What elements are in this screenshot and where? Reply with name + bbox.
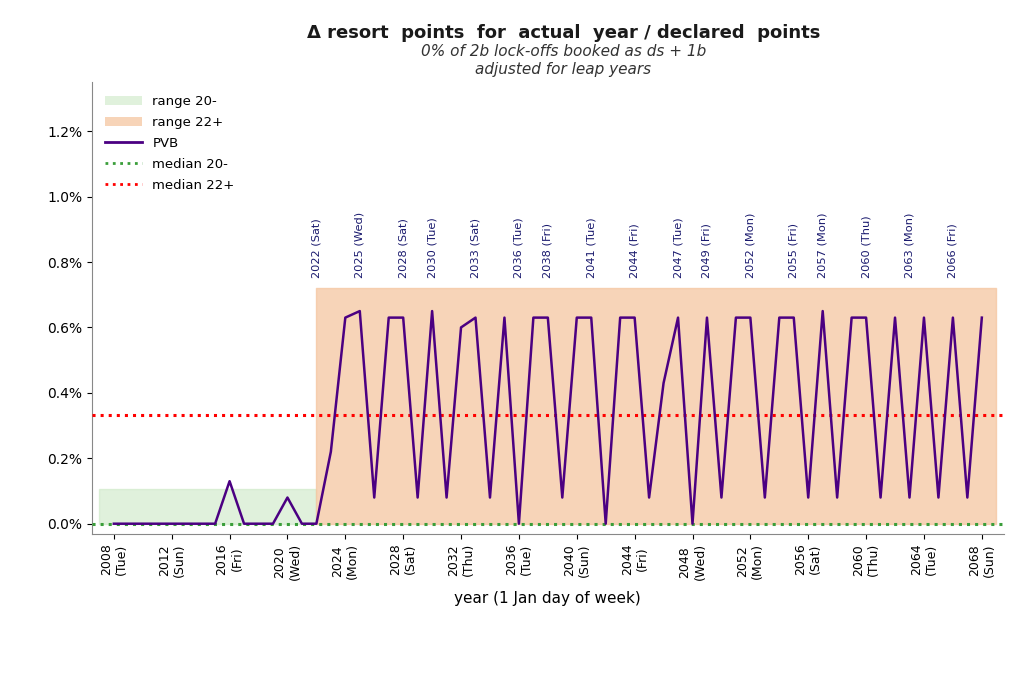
Text: adjusted for leap years: adjusted for leap years bbox=[475, 62, 651, 77]
Text: Δ resort  points  for  actual  year / declared  points: Δ resort points for actual year / declar… bbox=[306, 24, 820, 42]
Text: 2060 (Thu): 2060 (Thu) bbox=[861, 215, 871, 278]
Text: 0% of 2b lock-offs booked as ds + 1b: 0% of 2b lock-offs booked as ds + 1b bbox=[421, 44, 706, 60]
Text: 2055 (Fri): 2055 (Fri) bbox=[788, 224, 799, 278]
Legend: range 20-, range 22+, PVB, median 20-, median 22+: range 20-, range 22+, PVB, median 20-, m… bbox=[99, 90, 240, 197]
Text: 2025 (Wed): 2025 (Wed) bbox=[354, 212, 365, 278]
Text: 2044 (Fri): 2044 (Fri) bbox=[630, 224, 640, 278]
Text: 2047 (Tue): 2047 (Tue) bbox=[673, 218, 683, 278]
Text: 2052 (Mon): 2052 (Mon) bbox=[745, 213, 756, 278]
Text: 2038 (Fri): 2038 (Fri) bbox=[543, 224, 553, 278]
Text: 2033 (Sat): 2033 (Sat) bbox=[470, 218, 480, 278]
Text: 2063 (Mon): 2063 (Mon) bbox=[904, 213, 914, 278]
Text: 2028 (Sat): 2028 (Sat) bbox=[398, 218, 409, 278]
Text: 2030 (Tue): 2030 (Tue) bbox=[427, 218, 437, 278]
Text: 2057 (Mon): 2057 (Mon) bbox=[818, 213, 827, 278]
Text: 2041 (Tue): 2041 (Tue) bbox=[586, 218, 596, 278]
X-axis label: year (1 Jan day of week): year (1 Jan day of week) bbox=[455, 592, 641, 607]
Text: 2036 (Tue): 2036 (Tue) bbox=[514, 218, 524, 278]
Text: 2066 (Fri): 2066 (Fri) bbox=[948, 224, 957, 278]
Text: 2049 (Fri): 2049 (Fri) bbox=[702, 224, 712, 278]
Text: 2022 (Sat): 2022 (Sat) bbox=[311, 219, 322, 278]
